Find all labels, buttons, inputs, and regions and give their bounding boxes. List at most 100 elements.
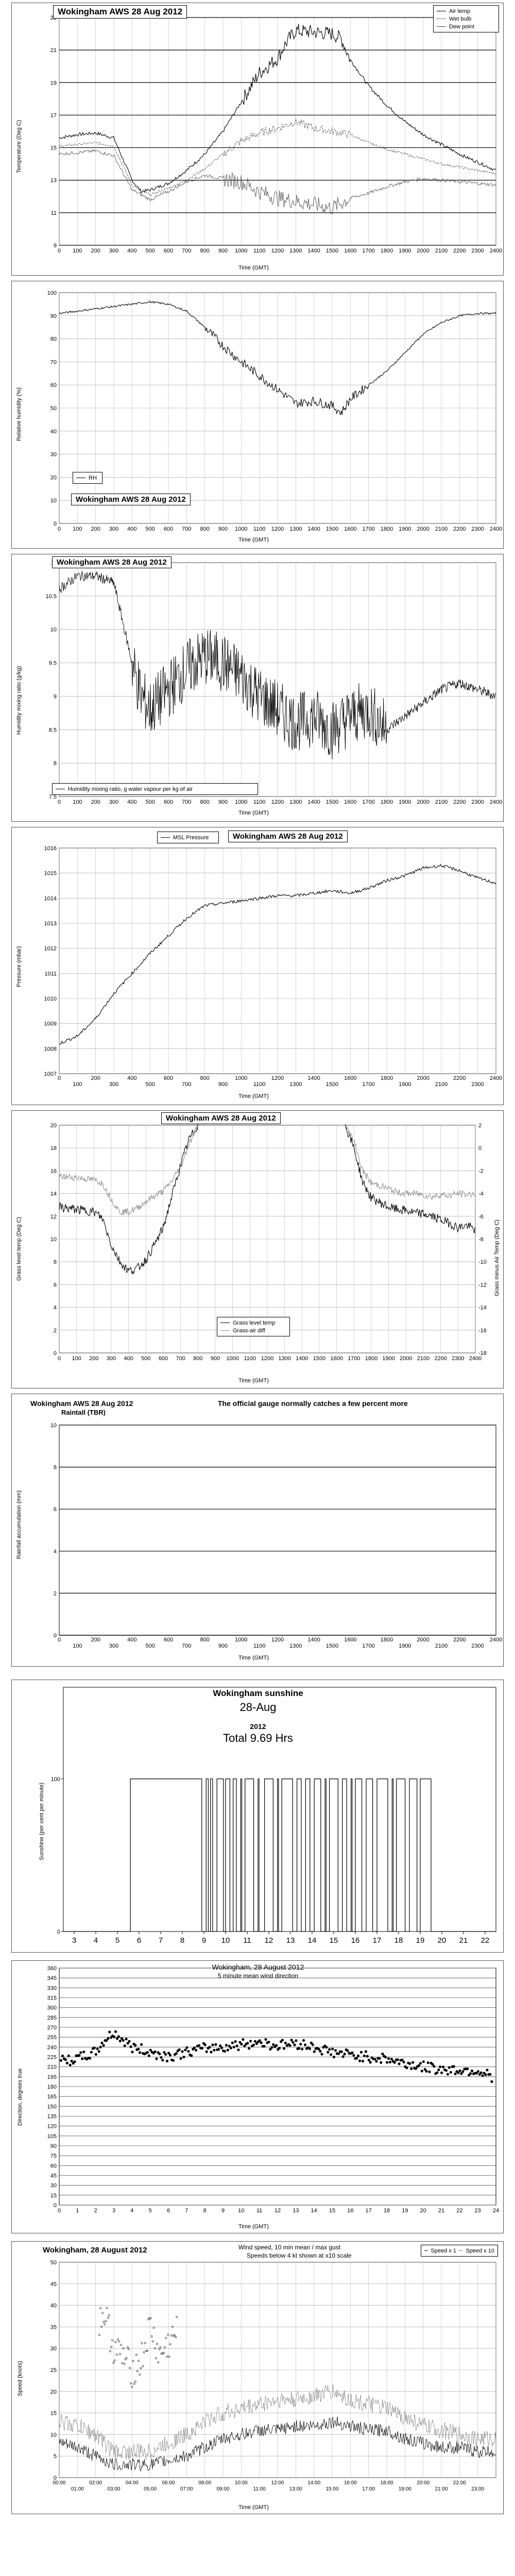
x-tick-label: 500 [141,1355,150,1362]
direction-point [278,2046,281,2050]
direction-point [155,2057,158,2060]
x-tick-label: 11 [243,1936,251,1945]
direction-point [423,2068,426,2071]
direction-point [461,2070,465,2073]
direction-point [405,2066,408,2070]
x-tick-label: 21:00 [435,2486,448,2492]
y-tick-label: 15 [50,145,57,151]
direction-point [258,2039,261,2042]
direction-point [341,2055,345,2058]
y-tick-label: 18 [50,1145,57,1151]
x-tick-label: 1800 [381,248,393,254]
direction-point [366,2055,369,2058]
direction-point [184,2048,187,2052]
mixing-ratio-chart-title: Wokingham AWS 28 Aug 2012 [52,556,171,568]
direction-point [469,2072,472,2075]
x-tick-label: 4 [94,1936,98,1945]
direction-point [351,2051,354,2054]
speed-x10-point [132,2360,134,2362]
direction-point [117,2035,120,2038]
direction-point [108,2030,111,2033]
speed-x10-point [107,2316,109,2319]
direction-point [466,2067,469,2071]
x-tick-label: 16:00 [344,2480,357,2486]
wind-speed-legend: Speed x 1 Speed x 10 [421,2245,498,2257]
speed-x10-point [146,2349,148,2352]
x-tick-label: 9 [221,2208,225,2214]
y-tick-label: 0 [54,1633,57,1639]
plot-area [59,1425,496,1636]
x-tick-label: 10 [238,2208,244,2214]
y-tick-label: 345 [47,1975,57,1981]
x-tick-label: 19 [416,1936,425,1945]
y-tick-label: 4 [54,1549,57,1555]
x-tick-label: 100 [73,248,82,254]
y-tick-label: 5 [54,2453,57,2460]
y2-tick-label: -12 [478,1282,487,1288]
x-tick-label: 1500 [313,1355,325,1362]
legend-msl-pressure: MSL Pressure [173,834,209,841]
speed-x10-point [133,2382,135,2385]
x-tick-label: 1200 [261,1355,273,1362]
x-tick-label: 300 [109,1081,118,1088]
x-tick-label: 500 [145,1643,154,1649]
direction-point [252,2043,255,2046]
x-tick-label: 1900 [399,799,411,805]
mixing-ratio-line [59,571,496,759]
direction-point [299,2043,302,2046]
direction-point [388,2061,392,2064]
x-tick-label: 600 [164,799,173,805]
legend-speed-x10: Speed x 10 [466,2247,494,2254]
y2-tick-label: -14 [478,1305,487,1311]
x-tick-label: 20:00 [417,2480,430,2486]
direction-point [396,2058,399,2061]
direction-point [369,2061,372,2064]
direction-point [126,2042,129,2045]
x-tick-label: 400 [127,1637,136,1643]
x-tick-label: 17 [373,1936,382,1945]
direction-point [210,2050,213,2054]
direction-point [64,2058,67,2061]
speed-x10-point [136,2370,139,2372]
x-tick-label: 1100 [253,248,266,254]
speed-x10-point [171,2326,174,2328]
x-tick-label: 1500 [326,799,338,805]
x-tick-label: 1100 [253,526,266,532]
direction-point [203,2043,207,2046]
x-tick-label: 7 [159,1936,163,1945]
x-tick-label: 2200 [434,1355,447,1362]
direction-point [393,2061,396,2064]
direction-point [200,2047,203,2050]
direction-point [431,2063,434,2066]
x-tick-label: 2200 [453,248,466,254]
x-tick-label: 500 [145,799,154,805]
speed-x10-point [101,2312,104,2314]
speed-x10-point [122,2347,125,2349]
x-tick-label: 700 [182,526,191,532]
y-tick-label: 50 [50,2260,57,2266]
x-tick-label: 1900 [382,1355,394,1362]
direction-point [195,2048,198,2052]
x-tick-label: 22 [481,1936,490,1945]
dew-point-line [59,149,496,215]
y-tick-label: 17 [50,112,57,118]
speed-x10-point [139,2373,141,2376]
sunshine-chart: 3 4 5 6 7 8 9 10 11 12 13 14 15 16 17 18 19 20 21 22 0 100 Wo… [11,1680,504,1953]
y-tick-label: 1014 [44,895,57,902]
y-tick-label: 0 [54,1350,57,1357]
x-tick-label: 200 [91,526,100,532]
x-tick-label: 08:00 [198,2480,211,2486]
y-tick-label: 1012 [44,946,57,952]
y-tick-label: 100 [47,290,57,296]
y-tick-label: 1011 [44,971,57,977]
speed-x10-point [114,2341,117,2343]
y-tick-label: 9 [54,693,57,700]
grass-temp-x-label: Time (GMT) [238,1378,269,1384]
wind-speed-y-label: Speed (knots) [17,2361,23,2396]
x-tick-label: 7 [185,2208,188,2214]
x-tick-label: 1400 [307,799,320,805]
x-tick-label: 15 [330,1936,338,1945]
y-tick-label: 6 [54,1282,57,1288]
wind-direction-y-label: Direction, degrees true [17,2068,23,2126]
y-tick-label: 1013 [44,921,57,927]
